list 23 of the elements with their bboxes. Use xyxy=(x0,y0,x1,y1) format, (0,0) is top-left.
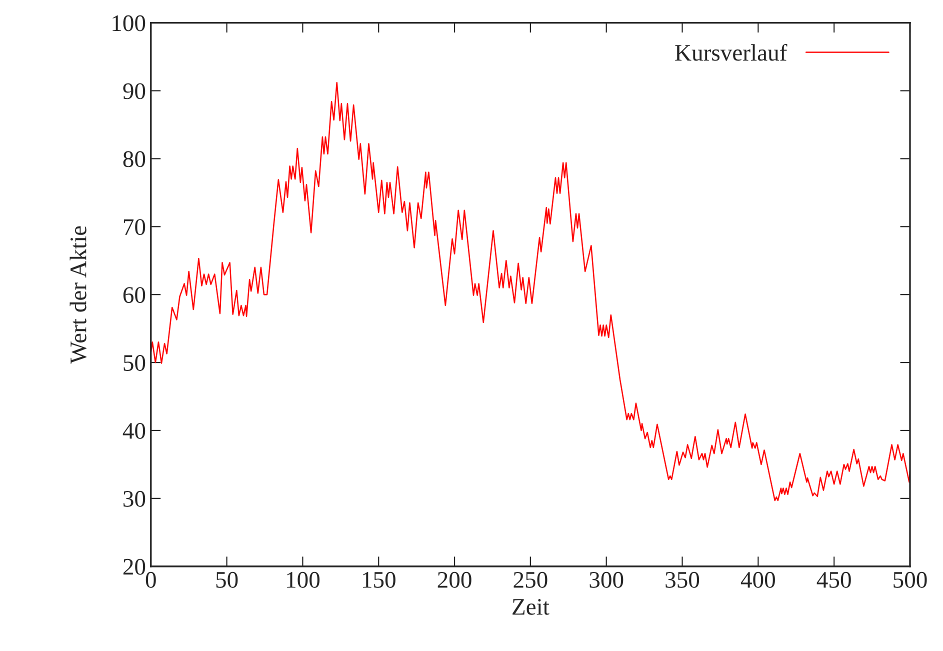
y-tick-label: 50 xyxy=(124,355,146,371)
y-tick-label: 80 xyxy=(123,151,146,168)
x-tick-label: 150 xyxy=(362,572,396,588)
x-axis-title: Zeit xyxy=(512,598,550,615)
legend-label: Kursverlauf xyxy=(675,44,788,61)
y-tick-label: 90 xyxy=(123,83,146,100)
x-tick-label: 250 xyxy=(514,572,548,588)
y-axis-title: Wert der Aktie xyxy=(70,226,86,364)
x-tick-label: 350 xyxy=(666,572,700,588)
x-tick-label: 450 xyxy=(816,572,851,588)
y-tick-label: 40 xyxy=(122,422,146,439)
x-tick-label: 50 xyxy=(216,572,238,588)
x-tick-label: 100 xyxy=(287,572,320,588)
x-tick-label: 300 xyxy=(590,572,624,588)
y-tick-label: 60 xyxy=(123,287,146,303)
y-tick-label: 70 xyxy=(124,219,146,236)
x-tick-label: 500 xyxy=(894,572,927,588)
y-tick-label: 100 xyxy=(112,15,146,32)
y-tick-label: 30 xyxy=(124,490,146,507)
y-tick-label: 20 xyxy=(123,558,146,575)
x-tick-label: 400 xyxy=(740,572,775,588)
x-tick-label: 0 xyxy=(146,572,156,588)
x-tick-label: 200 xyxy=(438,572,472,588)
